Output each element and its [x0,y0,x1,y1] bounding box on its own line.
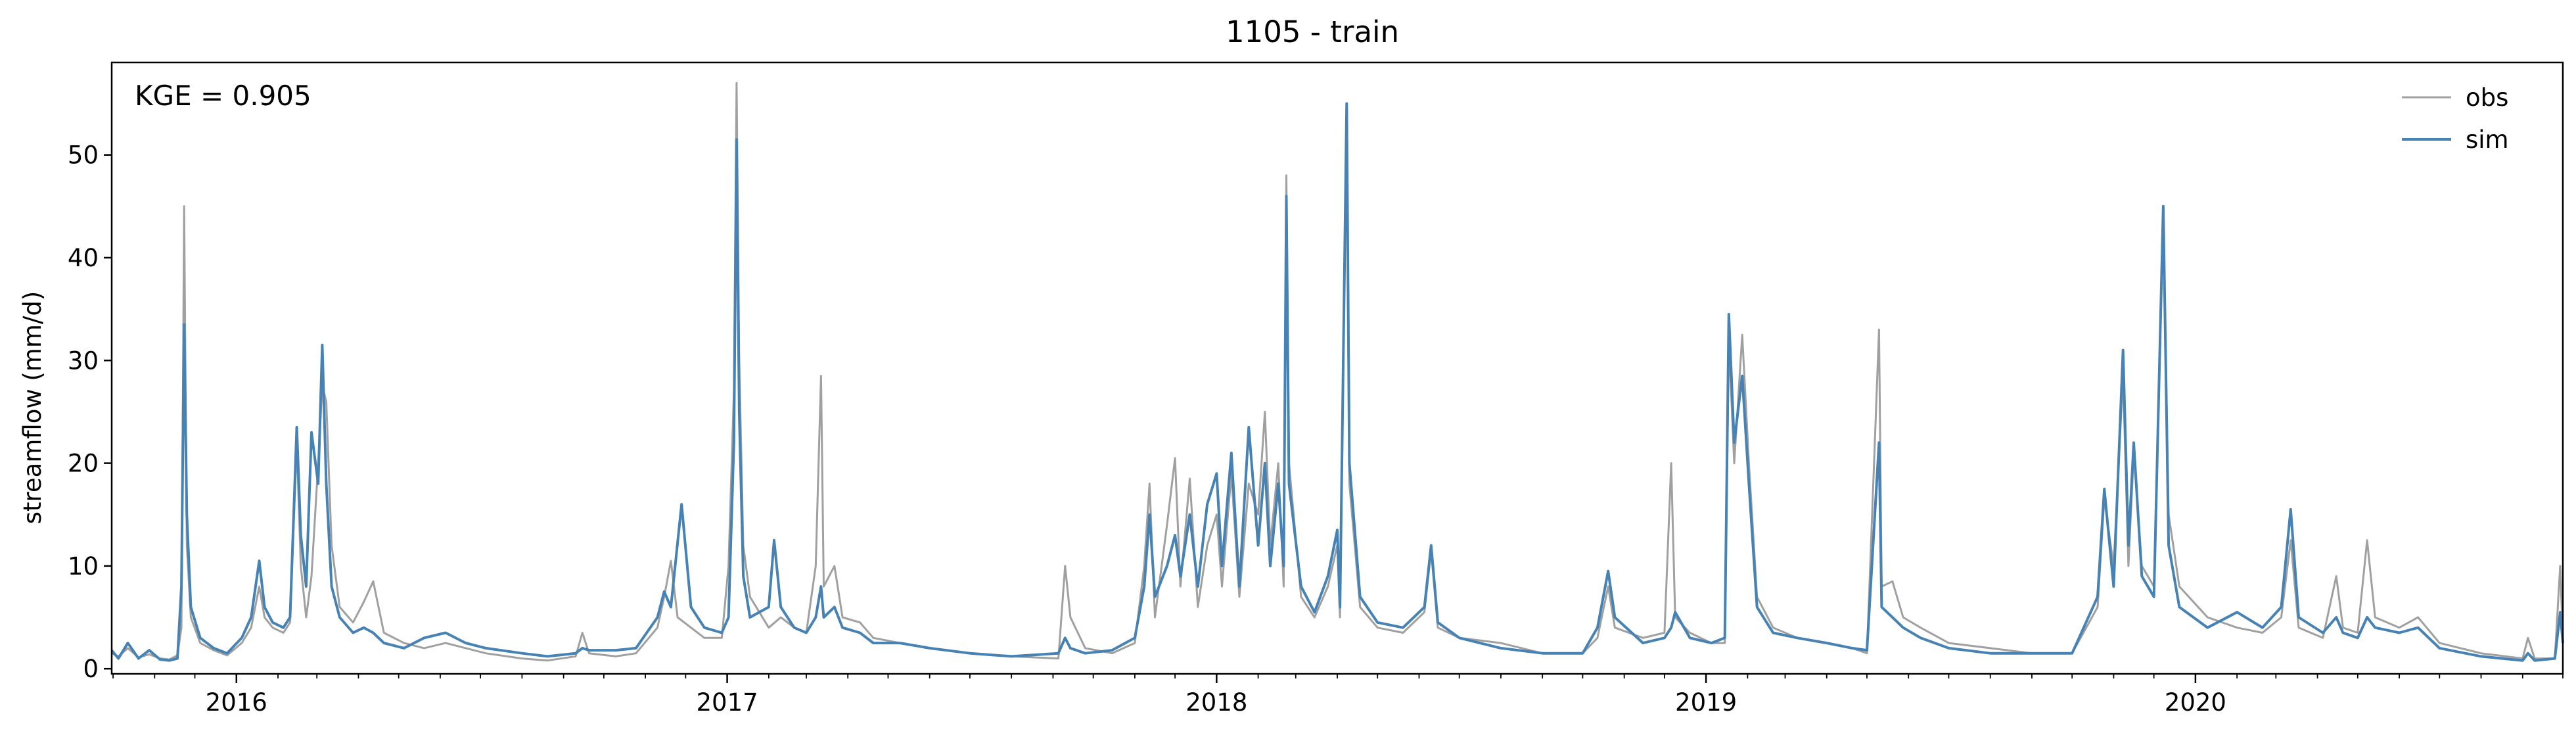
x-tick-label: 2017 [696,688,758,717]
x-tick-label: 2019 [1675,688,1737,717]
series-layer [110,82,2564,662]
legend: obs sim [2402,83,2509,154]
x-tick-label: 2020 [2165,688,2226,717]
plot-area: 0 10 20 30 40 50 2016 2017 2018 2019 2020 [68,61,2564,717]
y-tick-label: 30 [68,346,99,375]
y-tick-label: 20 [68,450,99,478]
x-tick-label: 2018 [1185,688,1247,717]
y-tick-label: 10 [68,552,99,581]
legend-label-obs: obs [2466,83,2508,112]
x-tick-label: 2016 [206,688,267,717]
x-axis-ticks: 2016 2017 2018 2019 2020 [206,674,2226,717]
y-tick-label: 50 [68,141,99,170]
y-tick-label: 40 [68,244,99,272]
kge-annotation: KGE = 0.905 [135,80,311,112]
axes-frame [110,61,2564,675]
y-axis-ticks: 0 10 20 30 40 50 [68,141,112,683]
y-tick-label: 0 [83,655,99,683]
series-line-sim [110,102,2564,662]
y-axis-label: streamflow (mm/d) [18,291,47,525]
legend-label-sim: sim [2466,126,2509,154]
chart-title: 1105 - train [1226,14,1399,49]
